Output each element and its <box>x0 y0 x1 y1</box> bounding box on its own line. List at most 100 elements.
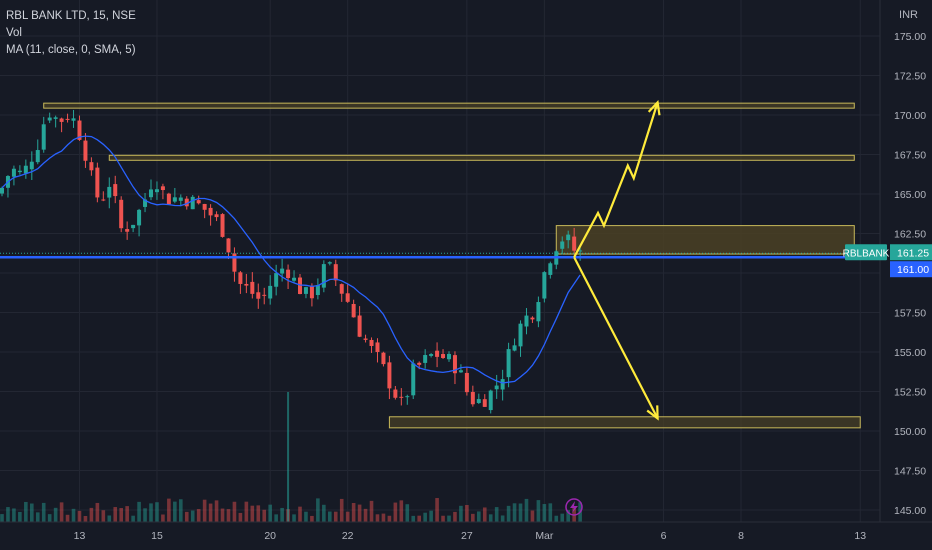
candle-body <box>417 362 422 365</box>
volume-bar <box>494 507 499 522</box>
candle-body <box>298 277 302 295</box>
volume-bar <box>530 510 535 522</box>
last-price-badge <box>890 244 932 261</box>
candle-body <box>351 303 356 318</box>
candle-body <box>309 285 314 299</box>
volume-bar <box>381 513 386 522</box>
price-tick-label: 162.50 <box>894 229 926 241</box>
candle-body <box>357 315 362 337</box>
volume-bar <box>89 507 94 522</box>
volume-bar <box>244 501 249 522</box>
price-zone-rect <box>555 225 855 255</box>
time-tick-label: 20 <box>264 530 276 542</box>
candle-body <box>399 396 404 398</box>
candle-body <box>292 277 297 281</box>
time-tick-label: 6 <box>661 530 667 542</box>
volume-bar <box>59 502 64 522</box>
price-tick-label: 172.50 <box>894 71 926 83</box>
candle-body <box>214 214 219 218</box>
candle-body <box>47 117 52 121</box>
volume-bar <box>292 514 296 522</box>
volume-bar <box>387 515 392 522</box>
candle-body <box>11 168 16 177</box>
volume-bar <box>429 510 433 522</box>
candle-body <box>363 338 368 340</box>
candle-body <box>131 224 136 229</box>
volume-bar <box>339 498 344 522</box>
volume-bar <box>566 510 570 522</box>
candle-body <box>172 197 177 202</box>
volume-bar <box>542 504 547 522</box>
volume-bar <box>465 505 469 522</box>
candle-body <box>77 120 82 140</box>
price-tick-label: 170.00 <box>894 110 926 122</box>
ma-indicator-label[interactable]: MA (11, close, 0, SMA, 5) <box>6 44 136 56</box>
candle-body <box>476 399 481 403</box>
symbol-badge <box>845 244 887 261</box>
volume-bar <box>65 514 70 522</box>
price-tick-label: 167.50 <box>894 150 926 162</box>
price-tick-label: 175.00 <box>894 31 926 43</box>
candle-body <box>256 292 261 299</box>
candle-body <box>101 199 106 201</box>
candle-body <box>208 207 213 216</box>
volume-bar <box>435 498 439 522</box>
candle-body <box>321 264 326 288</box>
candle-body <box>202 203 207 210</box>
price-tick-label: 152.50 <box>894 387 926 399</box>
forecast-arrow-up <box>573 102 659 258</box>
volume-bar <box>161 514 165 522</box>
volume-bar <box>18 511 22 522</box>
volume-bar <box>35 512 40 522</box>
candle-body <box>160 186 165 191</box>
candle-body <box>458 370 463 373</box>
volume-bar <box>256 505 261 522</box>
candle-body <box>143 199 148 207</box>
candle-body <box>125 229 130 232</box>
candle-body <box>578 250 583 252</box>
candle-body <box>566 234 571 241</box>
price-tick-label: 155.00 <box>894 347 926 359</box>
candle-body <box>339 284 344 294</box>
candle-body <box>345 293 350 302</box>
candle-body <box>447 353 451 360</box>
volume-bar <box>53 507 58 522</box>
candle-body <box>387 362 392 389</box>
arrow-head <box>647 99 661 116</box>
volume-bar <box>500 515 505 522</box>
symbol-title[interactable]: RBL BANK LTD, 15, NSE <box>6 10 136 22</box>
time-tick-label: 27 <box>461 530 473 542</box>
candle-body <box>435 350 440 357</box>
candle-body <box>107 186 112 198</box>
volume-bar <box>24 501 28 522</box>
candle-body <box>244 283 249 286</box>
volume-bar <box>298 506 302 522</box>
candle-body <box>411 363 416 396</box>
volume-bar <box>77 510 82 522</box>
volume-bar <box>184 511 189 522</box>
price-zone-rect <box>388 416 861 429</box>
volume-bar <box>95 502 100 522</box>
volume-bar <box>482 507 487 522</box>
candle-body <box>333 264 338 281</box>
price-zones <box>43 102 861 429</box>
volume-bar <box>524 498 529 522</box>
volume-bar <box>155 502 159 522</box>
price-tick-label: 150.00 <box>894 426 926 438</box>
candle-body <box>506 349 511 378</box>
candle-body <box>59 118 64 122</box>
volume-bar <box>208 503 213 522</box>
volume-bar <box>280 507 284 522</box>
volume-indicator-label[interactable]: Vol <box>6 27 22 39</box>
candle-body <box>65 118 70 120</box>
lightning-bolt <box>570 501 578 513</box>
candles <box>0 109 583 414</box>
candle-body <box>83 140 88 161</box>
candle-body <box>429 354 434 356</box>
volume-bar <box>345 511 350 522</box>
candle-body <box>149 189 153 198</box>
candle-body <box>512 345 517 351</box>
volume-bar <box>351 502 356 522</box>
